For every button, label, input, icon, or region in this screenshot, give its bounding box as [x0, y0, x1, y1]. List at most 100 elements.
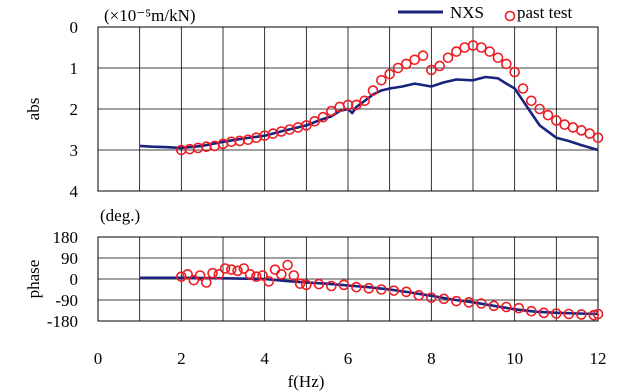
past-test-point [576, 309, 587, 320]
phase-panel: 180 90 0 -90 -180 0 2 4 6 8 10 12 (deg.) phase f(H… [24, 206, 607, 391]
past-test-point [194, 270, 206, 281]
past-test-point [588, 309, 600, 321]
past-test-point [326, 105, 337, 117]
past-test-point [317, 111, 329, 123]
phase-y-axis-label: phase [24, 260, 43, 299]
x-tick-label: 0 [94, 349, 103, 368]
past-test-point [338, 279, 350, 291]
past-test-point [401, 286, 412, 298]
past-test-point [326, 280, 337, 292]
past-test-point [388, 285, 400, 296]
y-tick-label: 180 [53, 228, 79, 247]
past-test-point [451, 46, 462, 57]
past-test-point [426, 64, 437, 76]
past-test-point [476, 298, 487, 309]
past-test-point [244, 269, 256, 280]
past-test-point [526, 305, 537, 317]
past-test-point [363, 283, 375, 294]
past-test-point [251, 271, 262, 282]
past-test-point [232, 265, 243, 277]
past-test-point [551, 115, 562, 126]
past-test-point [282, 259, 293, 271]
past-test-point [401, 58, 412, 70]
past-test-point [584, 128, 595, 139]
x-tick-label: 4 [260, 349, 269, 368]
past-test-point [263, 276, 275, 287]
abs-unit-label: (×10⁻⁵m/kN) [104, 6, 196, 25]
past-test-point [176, 271, 187, 282]
past-test-point [367, 85, 379, 96]
past-test-point [201, 277, 212, 288]
x-tick-label: 10 [506, 349, 523, 368]
past-test-point [563, 308, 575, 320]
past-test-point [359, 95, 370, 107]
past-test-point [592, 308, 604, 320]
legend-past-test-label: past test [517, 3, 573, 22]
y-tick-label: 3 [70, 141, 79, 160]
past-test-point [313, 278, 325, 290]
nxs-series-line [139, 75, 599, 152]
past-test-point [517, 83, 529, 94]
past-test-point [309, 116, 320, 127]
legend: NXS past test [398, 3, 573, 22]
y-tick-label: 0 [70, 18, 79, 37]
y-tick-label: 2 [70, 100, 79, 119]
past-test-point [538, 307, 550, 319]
past-test-point [542, 109, 554, 121]
past-test-point [384, 68, 395, 80]
past-test-point [551, 308, 562, 319]
past-test-point [463, 297, 475, 308]
past-test-point [484, 46, 495, 57]
legend-past-test-marker [504, 10, 516, 22]
past-test-point [376, 284, 387, 295]
y-tick-label: -180 [47, 312, 78, 331]
abs-y-axis-label: abs [24, 98, 43, 121]
y-tick-label: -90 [55, 291, 78, 310]
past-test-point [534, 103, 545, 115]
past-test-point [488, 300, 500, 312]
past-test-point [376, 75, 387, 86]
past-test-point [301, 279, 312, 291]
past-test-point [301, 120, 312, 131]
past-test-point [226, 264, 237, 275]
abs-y-tick-labels: 0 1 2 3 4 [70, 18, 79, 201]
y-tick-label: 1 [70, 59, 79, 78]
y-tick-label: 4 [70, 182, 79, 201]
legend-nxs-label: NXS [450, 3, 484, 22]
past-test-point [392, 62, 404, 74]
past-test-point [351, 99, 362, 111]
past-test-point [351, 281, 362, 293]
past-test-point [413, 290, 425, 301]
y-tick-label: 0 [70, 270, 79, 289]
phase-grid [98, 237, 598, 321]
x-tick-label: 12 [590, 349, 607, 368]
past-test-point [213, 269, 225, 280]
past-test-point [592, 132, 604, 143]
past-test-point [526, 95, 537, 107]
past-test-point [294, 278, 306, 289]
past-test-point [513, 302, 525, 314]
abs-panel: 0 1 2 3 4 (×10⁻⁵m/kN) abs NXS past test [24, 3, 604, 201]
past-test-point [434, 60, 445, 72]
abs-series [139, 40, 604, 156]
x-tick-label: 6 [344, 349, 353, 368]
past-test-point [438, 293, 450, 305]
past-test-point [207, 267, 218, 279]
past-test-point [276, 269, 287, 280]
nxs-series-line [139, 276, 599, 316]
past-test-point [476, 42, 487, 53]
past-test-point [257, 270, 268, 281]
phase-y-tick-labels: 180 90 0 -90 -180 [47, 228, 78, 331]
phase-series [139, 259, 604, 321]
past-test-point [492, 52, 504, 64]
x-tick-label: 2 [177, 349, 186, 368]
past-test-point [509, 66, 520, 78]
x-axis-label: f(Hz) [288, 372, 325, 391]
past-test-point [288, 270, 300, 281]
past-test-point [426, 292, 437, 303]
past-test-point [182, 269, 193, 280]
past-test-point [409, 54, 420, 66]
past-test-point [451, 295, 462, 307]
x-tick-label: 8 [427, 349, 436, 368]
